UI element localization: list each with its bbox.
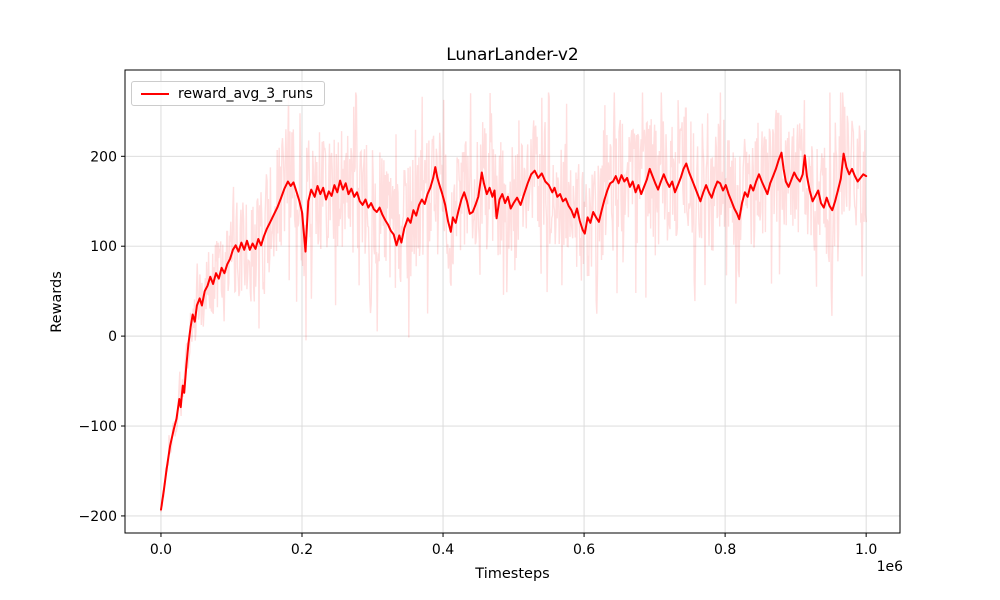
y-tick-label: −200: [79, 509, 117, 525]
y-tick-label: 100: [90, 239, 117, 255]
raw-reward-series: [160, 92, 867, 513]
x-tick-label: 0.0: [150, 542, 172, 558]
gridlines: [125, 70, 900, 533]
x-axis-offset-label: 1e6: [876, 559, 903, 575]
y-tick-label: 0: [108, 329, 117, 345]
legend: reward_avg_3_runs: [131, 81, 325, 106]
y-axis-label: Rewards: [49, 271, 65, 333]
chart-title: LunarLander-v2: [446, 45, 579, 65]
legend-line-sample: [141, 92, 169, 95]
y-tick-label: 200: [90, 149, 117, 165]
x-tick-label: 0.8: [714, 542, 736, 558]
avg-reward-line: [160, 151, 868, 511]
x-tick-label: 0.4: [432, 542, 454, 558]
legend-label: reward_avg_3_runs: [178, 85, 313, 102]
x-tick-label: 1.0: [855, 542, 877, 558]
x-tick-label: 0.2: [291, 542, 313, 558]
ticks: 0.0 0.2 0.4 0.6 0.8 1.0 −200 −100 0 100 200: [79, 149, 878, 558]
x-tick-label: 0.6: [573, 542, 595, 558]
axes-spines: [124, 69, 901, 534]
x-axis-label: Timesteps: [475, 566, 550, 582]
y-tick-label: −100: [79, 419, 117, 435]
